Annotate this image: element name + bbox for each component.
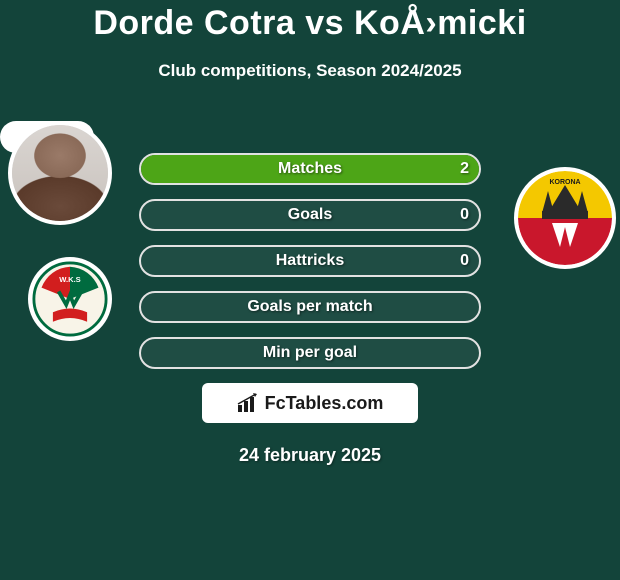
stat-label: Min per goal	[141, 339, 479, 367]
club-left-badge: W.K.S	[28, 257, 112, 341]
site-logo: FcTables.com	[202, 383, 418, 423]
stat-value: 0	[460, 247, 469, 275]
stat-value: 0	[460, 201, 469, 229]
club-right-badge: KORONA	[514, 167, 616, 269]
stat-label: Goals per match	[141, 293, 479, 321]
stat-row-hattricks: Hattricks 0	[139, 245, 481, 277]
stat-row-matches: Matches 2	[139, 153, 481, 185]
club-right-logo-icon: KORONA	[518, 171, 612, 265]
svg-text:W.K.S: W.K.S	[59, 275, 81, 284]
stat-label: Hattricks	[141, 247, 479, 275]
bars-icon	[237, 393, 261, 413]
logo-text: FcTables.com	[265, 393, 384, 414]
stat-row-goals: Goals 0	[139, 199, 481, 231]
club-left-logo-icon: W.K.S	[32, 261, 108, 337]
comparison-content: W.K.S KORONA Matches 2 Goal	[0, 121, 620, 466]
stat-label: Matches	[141, 155, 479, 183]
stat-row-goals-per-match: Goals per match	[139, 291, 481, 323]
subtitle: Club competitions, Season 2024/2025	[0, 61, 620, 81]
stat-rows: Matches 2 Goals 0 Hattricks 0 Goals per …	[139, 153, 481, 369]
stat-row-min-per-goal: Min per goal	[139, 337, 481, 369]
date-label: 24 february 2025	[0, 445, 620, 466]
svg-text:KORONA: KORONA	[549, 179, 580, 186]
stat-label: Goals	[141, 201, 479, 229]
player-left-photo	[12, 125, 108, 221]
stat-value: 2	[460, 155, 469, 183]
page-title: Dorde Cotra vs KoÅ›micki	[0, 0, 620, 43]
player-left-avatar	[8, 121, 112, 225]
